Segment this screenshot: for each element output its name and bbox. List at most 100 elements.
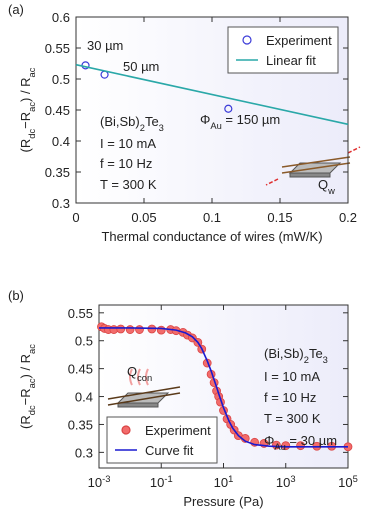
device-icon xyxy=(107,368,181,408)
x-tick-label-part: -3 xyxy=(102,474,110,484)
data-point xyxy=(135,325,144,334)
y-axis-label: (Rdc−Rac) / Rac xyxy=(18,67,37,152)
annotation-part: w xyxy=(327,186,335,196)
annotation-part: 3 xyxy=(159,123,164,133)
x-tick-label-part: 10 xyxy=(338,475,352,490)
data-point xyxy=(116,324,126,334)
x-tick-label: 0.2 xyxy=(339,210,357,225)
annotation: ΦAu = 30 µm xyxy=(264,433,337,452)
y-axis-label-part: ) / R xyxy=(18,354,33,379)
y-tick-label: 0.6 xyxy=(52,10,70,25)
annotation: (Bi,Sb)2Te3 xyxy=(264,346,328,365)
x-axis-label: Pressure (Pa) xyxy=(183,494,263,509)
annotation: I = 10 mA xyxy=(100,136,156,151)
x-tick-label: 0.1 xyxy=(203,210,221,225)
x-tick-label: 0.05 xyxy=(131,210,156,225)
y-axis-label-part: ) / R xyxy=(18,77,33,102)
legend-swatch xyxy=(121,425,131,435)
annotation-part: Au xyxy=(274,442,285,452)
device-icon xyxy=(265,146,361,186)
y-axis-label-part: (R xyxy=(18,415,33,429)
x-tick-label-part: 5 xyxy=(353,474,358,484)
annotation-part: Te xyxy=(309,346,323,361)
y-axis-label-part: dc xyxy=(27,129,37,139)
y-tick-label: 0.45 xyxy=(68,362,93,377)
annotation: Qw xyxy=(318,177,335,196)
y-axis-label: (Rdc−Rac) / Rac xyxy=(18,344,37,429)
x-tick-label: 101 xyxy=(214,474,234,490)
legend-label: Experiment xyxy=(266,33,332,48)
y-tick-label: 0.55 xyxy=(45,41,70,56)
y-tick-label: 0.35 xyxy=(45,165,70,180)
annotation-part: 2 xyxy=(140,123,145,133)
x-tick-label: 103 xyxy=(276,474,296,490)
annotation: (Bi,Sb)2Te3 xyxy=(100,114,164,133)
x-axis-label: Thermal conductance of wires (mW/K) xyxy=(101,229,322,244)
annotation: I = 10 mA xyxy=(264,369,320,384)
annotation-part: = 150 µm xyxy=(222,112,280,127)
y-axis-label-part: −R xyxy=(18,112,33,129)
legend-label: Experiment xyxy=(145,423,211,438)
y-axis-label-part: −R xyxy=(18,388,33,405)
x-tick-label-part: 3 xyxy=(290,474,295,484)
y-axis-label-part: ac xyxy=(27,102,37,112)
y-axis-label-part: ac xyxy=(27,344,37,354)
legend-label: Curve fit xyxy=(145,443,194,458)
legend-box xyxy=(106,416,218,464)
annotation-part: Φ xyxy=(200,112,210,127)
annotation-part: Φ xyxy=(264,433,274,448)
x-tick-label-part: 10 xyxy=(150,475,164,490)
annotation-part: 3 xyxy=(323,355,328,365)
annotation-part: (Bi,Sb) xyxy=(100,114,140,129)
annotation: 30 µm xyxy=(87,38,123,53)
y-tick-label: 0.5 xyxy=(52,72,70,87)
x-tick-label: 10-3 xyxy=(88,474,111,490)
x-tick-label-part: 10 xyxy=(276,475,290,490)
y-tick-label: 0.35 xyxy=(68,417,93,432)
panel-label: (a) xyxy=(8,2,24,17)
y-axis-label-part: ac xyxy=(27,378,37,388)
y-tick-label: 0.4 xyxy=(52,134,70,149)
annotation-part: 2 xyxy=(304,355,309,365)
fit-line xyxy=(99,327,348,448)
annotation: T = 300 K xyxy=(264,411,321,426)
fit-line xyxy=(75,63,349,126)
annotation-part: = 30 µm xyxy=(286,433,337,448)
y-axis-label-part: ac xyxy=(27,67,37,77)
annotation: ΦAu = 150 µm xyxy=(200,112,280,131)
legend-box xyxy=(227,26,339,74)
annotation-part: Au xyxy=(210,121,221,131)
y-axis-label-part: dc xyxy=(27,405,37,415)
annotation-part: Te xyxy=(145,114,159,129)
x-tick-label: 10-1 xyxy=(150,474,173,490)
x-tick-label-part: -1 xyxy=(164,474,172,484)
annotation: 50 µm xyxy=(123,59,159,74)
x-tick-label: 0 xyxy=(72,210,79,225)
y-tick-label: 0.3 xyxy=(52,196,70,211)
annotation: f = 10 Hz xyxy=(100,156,152,171)
data-point xyxy=(224,104,233,113)
legend-swatch xyxy=(242,35,252,45)
data-point xyxy=(156,325,166,335)
x-tick-label: 0.15 xyxy=(267,210,292,225)
annotation-part: Q xyxy=(127,364,137,379)
data-point xyxy=(125,325,135,334)
y-axis-label-part: (R xyxy=(18,139,33,153)
x-tick-label: 105 xyxy=(338,474,358,490)
y-tick-label: 0.45 xyxy=(45,103,70,118)
data-point xyxy=(296,441,306,451)
annotation-part: con xyxy=(137,373,152,383)
annotation-part: Q xyxy=(318,177,328,192)
y-tick-label: 0.3 xyxy=(75,445,93,460)
y-tick-label: 0.55 xyxy=(68,306,93,321)
y-tick-label: 0.4 xyxy=(75,390,93,405)
annotation-part: (Bi,Sb) xyxy=(264,346,304,361)
data-point xyxy=(281,441,291,451)
annotation: f = 10 Hz xyxy=(264,390,316,405)
annotation: T = 300 K xyxy=(100,177,157,192)
x-tick-label-part: 10 xyxy=(88,475,102,490)
legend-label: Linear fit xyxy=(266,53,316,68)
y-tick-label: 0.5 xyxy=(75,334,93,349)
x-tick-label-part: 10 xyxy=(214,475,228,490)
